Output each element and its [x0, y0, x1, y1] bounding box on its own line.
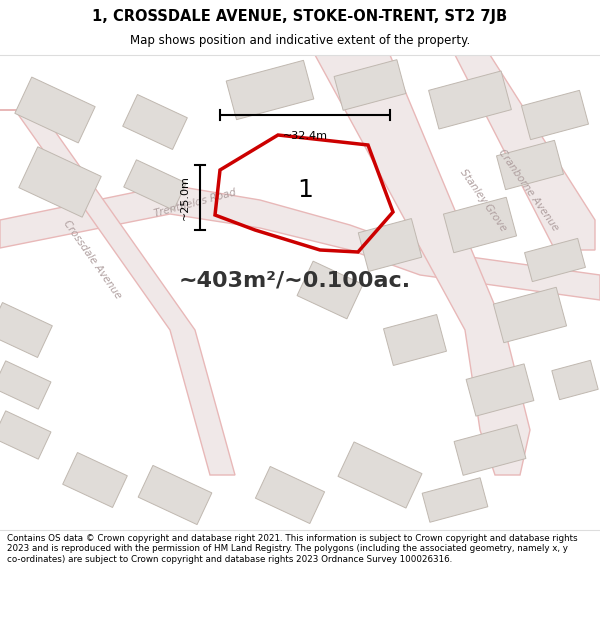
Polygon shape: [0, 411, 51, 459]
Polygon shape: [466, 364, 534, 416]
Polygon shape: [428, 71, 511, 129]
Polygon shape: [443, 198, 517, 252]
Polygon shape: [338, 442, 422, 508]
Polygon shape: [124, 160, 186, 210]
Polygon shape: [122, 94, 187, 149]
Text: 1: 1: [297, 178, 313, 202]
Polygon shape: [15, 77, 95, 143]
Polygon shape: [521, 91, 589, 139]
Text: ~403m²/~0.100ac.: ~403m²/~0.100ac.: [179, 270, 411, 290]
Text: Stanley Grove: Stanley Grove: [458, 167, 508, 233]
Text: ~32.4m: ~32.4m: [283, 131, 328, 141]
Polygon shape: [496, 141, 563, 189]
Text: Cranborne Avenue: Cranborne Avenue: [496, 148, 560, 232]
Polygon shape: [493, 288, 566, 342]
Polygon shape: [450, 55, 595, 250]
Polygon shape: [226, 61, 314, 119]
Polygon shape: [315, 55, 530, 475]
Text: 1, CROSSDALE AVENUE, STOKE-ON-TRENT, ST2 7JB: 1, CROSSDALE AVENUE, STOKE-ON-TRENT, ST2…: [92, 9, 508, 24]
Polygon shape: [524, 238, 586, 282]
Polygon shape: [19, 147, 101, 217]
Polygon shape: [0, 185, 600, 300]
Polygon shape: [552, 361, 598, 399]
Polygon shape: [422, 478, 488, 522]
Text: Map shows position and indicative extent of the property.: Map shows position and indicative extent…: [130, 34, 470, 48]
Text: Contains OS data © Crown copyright and database right 2021. This information is : Contains OS data © Crown copyright and d…: [7, 534, 578, 564]
Polygon shape: [334, 59, 406, 111]
Text: Trentfields Road: Trentfields Road: [153, 188, 237, 219]
Text: ~25.0m: ~25.0m: [180, 175, 190, 220]
Polygon shape: [383, 314, 446, 366]
Text: Crossdale Avenue: Crossdale Avenue: [61, 219, 123, 301]
Polygon shape: [138, 466, 212, 524]
Polygon shape: [0, 110, 235, 475]
Polygon shape: [0, 302, 52, 358]
Polygon shape: [358, 219, 422, 271]
Polygon shape: [297, 261, 363, 319]
Polygon shape: [256, 466, 325, 524]
Polygon shape: [0, 361, 51, 409]
Polygon shape: [454, 424, 526, 476]
Polygon shape: [62, 452, 127, 508]
